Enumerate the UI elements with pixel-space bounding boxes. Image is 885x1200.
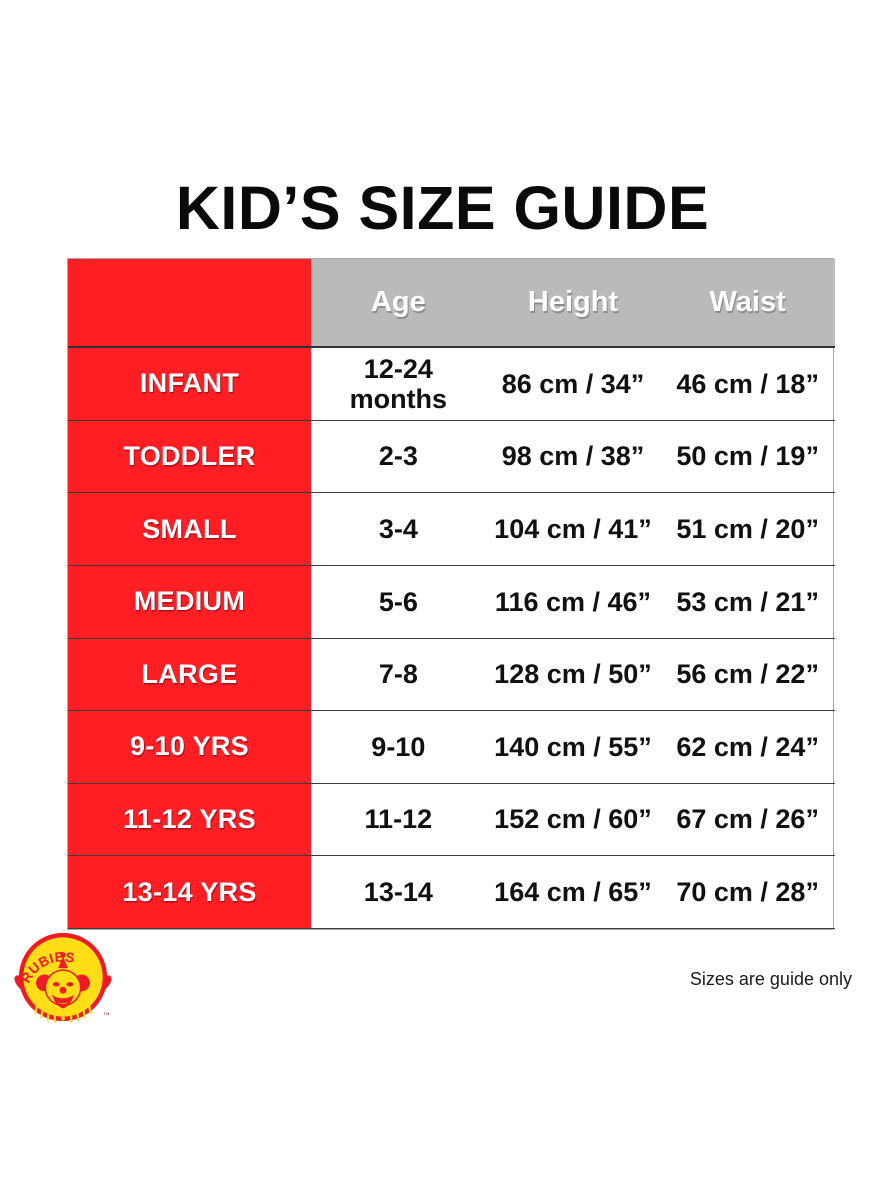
svg-text:TM: TM xyxy=(104,1011,110,1016)
